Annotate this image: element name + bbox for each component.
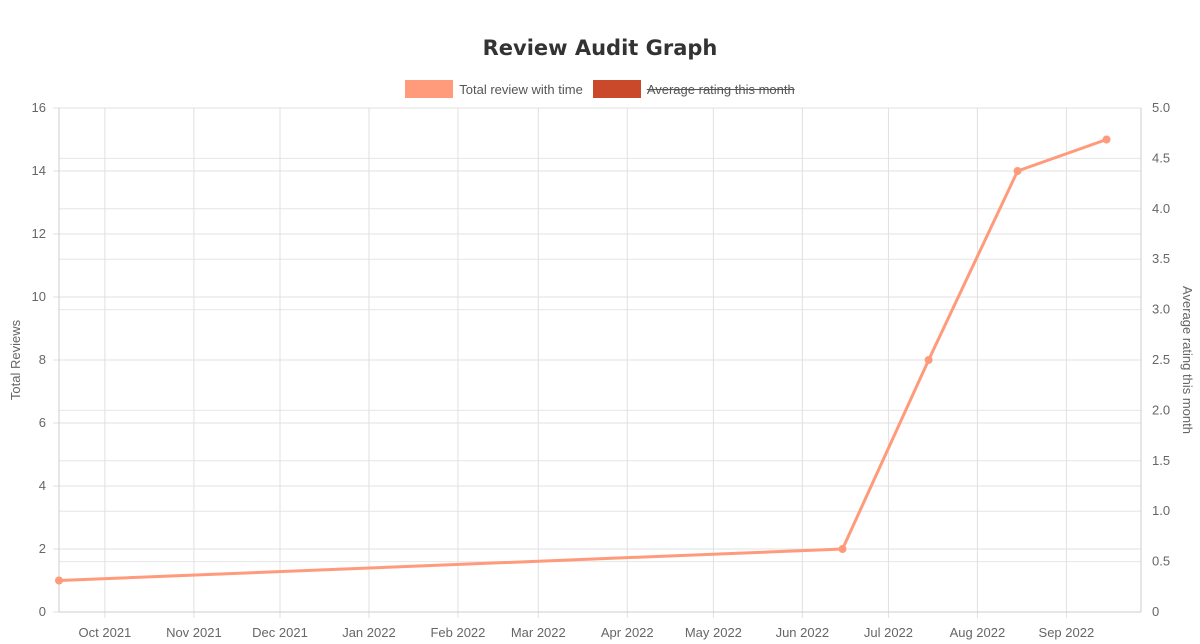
legend-swatch-average-rating xyxy=(592,80,641,98)
chart-title: Review Audit Graph xyxy=(482,36,718,60)
axes: Oct 2021 Nov 2021 Dec 2021 Jan 2022 Feb 2022… xyxy=(8,100,1195,640)
x-tick-label-aug-2022: Aug 2022 xyxy=(950,625,1006,640)
legend-swatch-total-reviews xyxy=(405,80,454,98)
data-point-0-2[interactable] xyxy=(924,356,933,364)
legend-label-average-rating: Average rating this month xyxy=(646,81,795,97)
y-right-tick-label-4-0: 4.0 xyxy=(1152,201,1170,216)
y-right-tick-label-3-0: 3.0 xyxy=(1152,302,1170,317)
x-tick-label-mar-2022: Mar 2022 xyxy=(511,625,566,640)
x-tick-label-sep-2022: Sep 2022 xyxy=(1039,625,1095,640)
x-tick-label-jan-2022: Jan 2022 xyxy=(342,625,396,640)
y-left-tick-label-4: 4 xyxy=(39,478,46,493)
legend-label-total-reviews: Total review with time xyxy=(459,81,583,97)
y-right-tick-label-1-0: 1.0 xyxy=(1152,503,1170,518)
legend-item-average-rating[interactable]: Average rating this month xyxy=(592,80,795,98)
y-left-tick-label-2: 2 xyxy=(39,541,46,556)
data-point-0-4[interactable] xyxy=(1102,135,1111,144)
legend-item-total-reviews[interactable]: Total review with time xyxy=(405,80,583,98)
data-point-0-0[interactable] xyxy=(55,576,63,585)
y-right-tick-label-2-5: 2.5 xyxy=(1152,352,1170,367)
y-left-tick-label-12: 12 xyxy=(32,226,46,241)
y-right-tick-label-0-5: 0.5 xyxy=(1152,554,1170,569)
x-tick-label-jul-2022: Jul 2022 xyxy=(864,625,913,640)
x-tick-label-oct-2021: Oct 2021 xyxy=(79,625,132,640)
x-tick-label-nov-2021: Nov 2021 xyxy=(166,625,222,640)
y-right-tick-label-1-5: 1.5 xyxy=(1152,453,1170,468)
x-tick-label-may-2022: May 2022 xyxy=(685,625,742,640)
y-left-tick-label-14: 14 xyxy=(32,163,46,178)
series-layer xyxy=(55,135,1111,585)
y-right-tick-label-4-5: 4.5 xyxy=(1152,150,1170,165)
legend: Total review with time Average rating th… xyxy=(0,80,1200,98)
y-left-tick-label-0: 0 xyxy=(39,604,46,619)
y-right-tick-label-5-0: 5.0 xyxy=(1152,100,1170,115)
x-tick-label-dec-2021: Dec 2021 xyxy=(252,625,308,640)
data-point-0-1[interactable] xyxy=(838,545,847,553)
y-right-tick-label-0: 0 xyxy=(1152,604,1159,619)
y-left-tick-label-8: 8 xyxy=(39,352,46,367)
data-point-0-3[interactable] xyxy=(1013,167,1022,175)
y-left-tick-label-16: 16 xyxy=(32,100,46,115)
y-axis-left-title: Total Reviews xyxy=(8,319,23,400)
y-axis-right-title: Average rating this month xyxy=(1180,286,1195,434)
y-right-tick-label-2-0: 2.0 xyxy=(1152,402,1170,417)
y-left-tick-label-10: 10 xyxy=(32,289,46,304)
x-tick-label-feb-2022: Feb 2022 xyxy=(430,625,485,640)
y-right-tick-label-3-5: 3.5 xyxy=(1152,251,1170,266)
x-tick-label-apr-2022: Apr 2022 xyxy=(601,625,654,640)
grid-lines xyxy=(53,107,1141,618)
y-left-tick-label-6: 6 xyxy=(39,415,46,430)
x-tick-label-jun-2022: Jun 2022 xyxy=(776,625,830,640)
